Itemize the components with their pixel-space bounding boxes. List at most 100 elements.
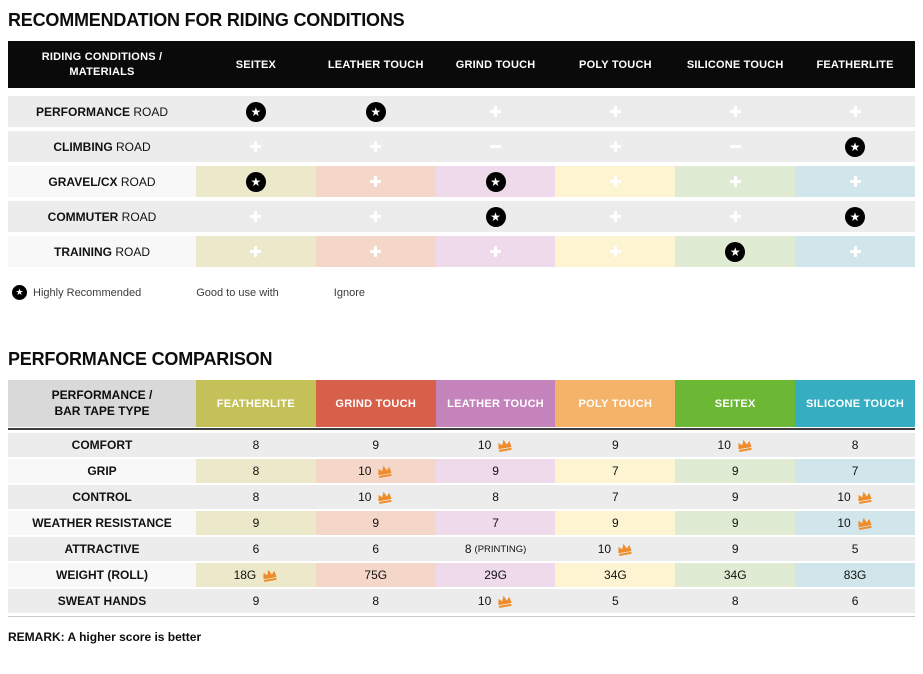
score-value: 8 <box>372 594 380 608</box>
rating-cell <box>555 201 676 232</box>
plus-icon <box>845 242 865 262</box>
score-value: 75G <box>364 568 388 582</box>
score-cell: 34G <box>675 563 796 587</box>
plus-icon <box>725 172 745 192</box>
row-label: ATTRACTIVE <box>8 537 196 561</box>
score-value: 29G <box>484 568 507 582</box>
rating-cell <box>315 131 436 162</box>
score-value: 9 <box>252 594 260 608</box>
score-value: 8 <box>492 490 499 504</box>
score-cell: 9 <box>675 511 796 535</box>
star-icon <box>12 285 27 300</box>
legend-item-highly-recommended: Highly Recommended <box>12 285 141 300</box>
crown-icon <box>618 543 632 556</box>
score-cell: 8 <box>795 433 915 457</box>
rating-cell <box>196 236 316 267</box>
table-row: WEATHER RESISTANCE 9 9 7 9 9 10 <box>8 511 915 535</box>
score-cell: 10 <box>675 433 796 457</box>
rating-cell <box>555 131 676 162</box>
row-label-bold: TRAINING <box>53 244 112 259</box>
score-cell: 9 <box>315 511 436 535</box>
crown-icon <box>378 465 393 478</box>
legend-label: Good to use with <box>196 286 279 299</box>
score-cell: 83G <box>795 563 915 587</box>
score-value: 10 <box>837 516 851 530</box>
column-header: GRIND TOUCH <box>455 58 536 71</box>
rating-cell <box>196 131 316 162</box>
performance-comparison-section: PERFORMANCE COMPARISON PERFORMANCE / BAR… <box>8 349 915 644</box>
row-label: CLIMBING ROAD <box>8 131 196 162</box>
row-label-bold: CLIMBING <box>53 139 113 154</box>
row-label-rest: ROAD <box>111 244 150 259</box>
plus-icon <box>366 172 386 192</box>
header-label-line1: PERFORMANCE / <box>51 387 153 402</box>
score-cell: 10 <box>795 511 915 535</box>
score-value: 10 <box>477 438 492 452</box>
crown-icon <box>858 517 872 530</box>
rating-cell <box>675 131 796 162</box>
plus-icon <box>845 102 865 122</box>
plus-icon <box>246 242 266 262</box>
table-row: COMMUTER ROAD <box>8 201 915 232</box>
score-cell: 10 <box>315 485 436 509</box>
riding-conditions-header-row: RIDING CONDITIONS / MATERIALS SEITEX LEAT… <box>8 41 915 88</box>
rating-cell <box>435 131 556 162</box>
score-value: 8 <box>464 542 472 556</box>
score-cell: 8 (PRINTING) <box>435 537 556 561</box>
score-value: 5 <box>612 594 619 608</box>
score-cell: 34G <box>555 563 676 587</box>
rating-cell <box>435 236 556 267</box>
plus-icon <box>845 172 865 192</box>
table-row: TRAINING ROAD <box>8 236 915 267</box>
score-cell: 7 <box>435 511 556 535</box>
score-cell: 8 <box>675 589 796 613</box>
remark-note: REMARK: A higher score is better <box>8 630 202 644</box>
crown-icon <box>858 491 872 504</box>
score-value: 9 <box>372 438 380 452</box>
score-cell: 9 <box>675 485 796 509</box>
row-label: PERFORMANCE ROAD <box>8 96 196 127</box>
plus-icon <box>725 102 745 122</box>
score-cell: 9 <box>196 511 316 535</box>
score-cell: 8 <box>196 485 316 509</box>
column-header: SILICONE TOUCH <box>795 380 915 427</box>
plus-icon <box>725 207 745 227</box>
star-icon <box>365 101 386 122</box>
table-row: GRIP 8 10 9 7 9 7 <box>8 459 915 483</box>
rating-cell <box>675 201 796 232</box>
score-cell: 10 <box>435 433 556 457</box>
score-cell: 6 <box>795 589 915 613</box>
score-cell: 9 <box>675 459 796 483</box>
score-cell: 6 <box>196 537 316 561</box>
column-header: FEATHERLITE <box>816 58 894 71</box>
star-icon <box>845 206 866 227</box>
rating-cell <box>435 201 556 232</box>
score-value: 83G <box>843 568 867 582</box>
row-label-bold: PERFORMANCE <box>35 104 130 119</box>
legend: Highly Recommended Good to use with Igno… <box>8 285 915 300</box>
plus-icon <box>605 172 625 192</box>
score-value: 34G <box>723 568 747 582</box>
table-row: COMFORT 8 9 10 9 10 8 <box>8 433 915 457</box>
score-value: 8 <box>252 438 260 452</box>
score-cell: 18G <box>196 563 316 587</box>
plus-icon <box>366 242 386 262</box>
riding-conditions-rows: PERFORMANCE ROAD CLIMBING ROAD GRAVEL/CX R… <box>8 96 915 267</box>
score-cell: 7 <box>555 485 676 509</box>
score-value: 6 <box>252 542 260 556</box>
star-icon <box>485 171 506 192</box>
row-label: GRAVEL/CX ROAD <box>8 166 196 197</box>
riding-conditions-header-label: RIDING CONDITIONS / MATERIALS <box>8 50 196 79</box>
rating-cell <box>196 166 316 197</box>
crown-icon <box>498 595 512 608</box>
rating-cell <box>675 96 796 127</box>
crown-icon <box>378 491 393 504</box>
score-value: 7 <box>612 464 619 478</box>
table-bottom-rule <box>8 616 915 617</box>
page: RECOMMENDATION FOR RIDING CONDITIONS RID… <box>0 0 923 644</box>
row-label: COMFORT <box>8 433 196 457</box>
star-icon <box>245 101 266 122</box>
row-label: GRIP <box>8 459 196 483</box>
rating-cell <box>435 96 556 127</box>
score-value: 9 <box>612 438 619 452</box>
